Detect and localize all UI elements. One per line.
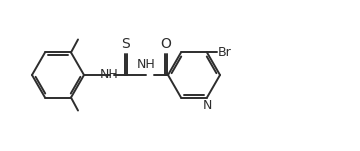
Text: NH: NH [100,69,119,82]
Text: S: S [122,37,130,50]
Text: N: N [202,98,212,112]
Text: NH: NH [137,58,156,71]
Text: Br: Br [218,46,232,59]
Text: O: O [161,37,171,50]
